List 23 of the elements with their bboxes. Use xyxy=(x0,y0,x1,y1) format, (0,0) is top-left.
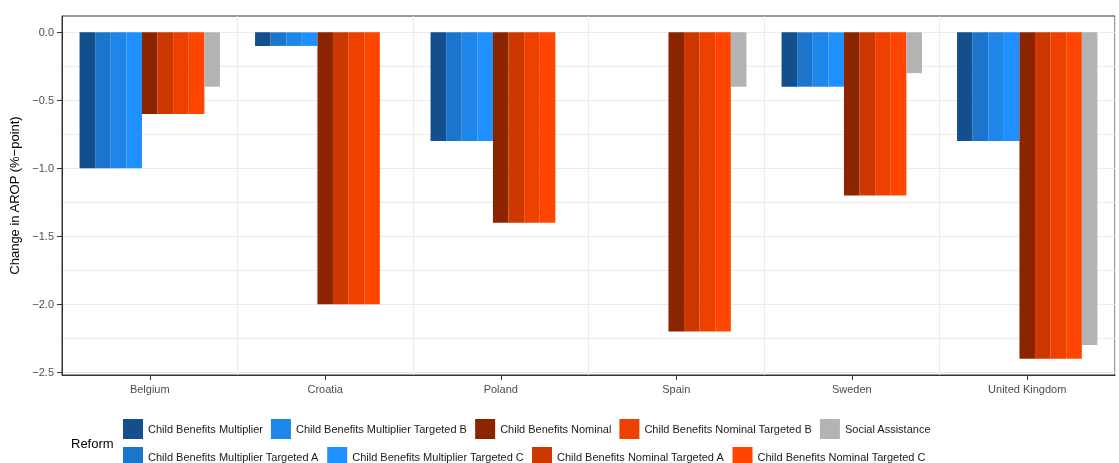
x-tick-label: Poland xyxy=(483,382,518,395)
legend-label: Child Benefits Nominal Targeted A xyxy=(556,451,725,463)
x-tick-label: Croatia xyxy=(307,382,344,395)
y-tick-label: −1.0 xyxy=(32,162,54,175)
y-tick-label: −0.5 xyxy=(32,94,54,107)
x-tick-label: United Kingdom xyxy=(988,382,1067,395)
x-tick-label: Belgium xyxy=(129,382,170,395)
x-tick-label: Sweden xyxy=(831,382,872,395)
y-tick-label: −2.5 xyxy=(32,366,54,379)
legend-title: Reform xyxy=(71,436,114,451)
legend-label: Child Benefits Multiplier Targeted A xyxy=(148,451,320,463)
y-tick-label: −2.0 xyxy=(32,298,54,311)
legend-label: Child Benefits Nominal xyxy=(500,423,612,435)
legend-label: Child Benefits Multiplier xyxy=(148,423,264,435)
x-tick-label: Spain xyxy=(662,382,691,395)
legend-label: Child Benefits Multiplier Targeted B xyxy=(295,423,467,435)
legend-label: Child Benefits Nominal Targeted B xyxy=(644,423,812,435)
y-axis-title: Change in AROP (%−point) xyxy=(7,116,23,275)
y-tick-label: −1.5 xyxy=(32,230,54,243)
y-tick-label: 0.0 xyxy=(38,26,54,39)
legend-label: Child Benefits Multiplier Targeted C xyxy=(352,451,524,463)
legend-label: Social Assistance xyxy=(844,423,931,435)
legend-label: Child Benefits Nominal Targeted C xyxy=(757,451,926,463)
